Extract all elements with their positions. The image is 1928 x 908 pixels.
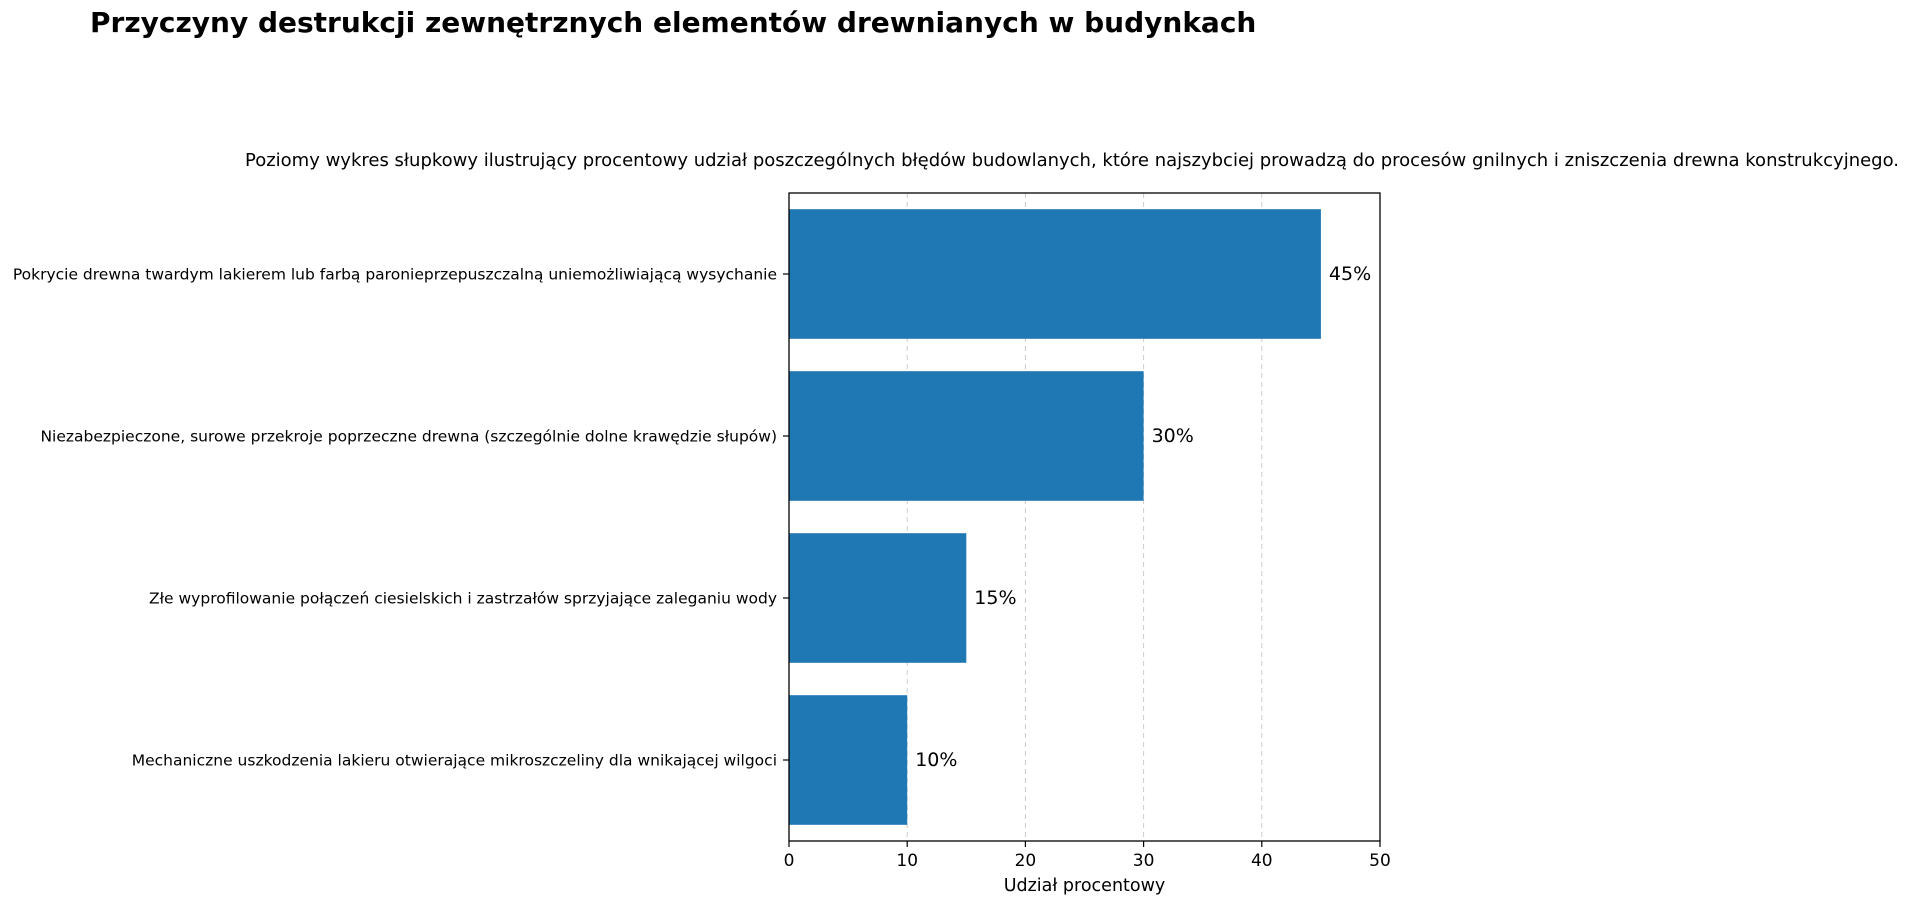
x-tick-label-0: 0 bbox=[784, 851, 795, 871]
bar-value-label-2: 30% bbox=[1152, 425, 1194, 447]
category-label-4: Mechaniczne uszkodzenia lakieru otwieraj… bbox=[132, 752, 777, 770]
category-label-2: Niezabezpieczone, surowe przekroje poprz… bbox=[40, 428, 777, 446]
chart-title: Przyczyny destrukcji zewnętrznych elemen… bbox=[90, 6, 1256, 39]
bar-1 bbox=[789, 209, 1321, 339]
x-tick-label-30: 30 bbox=[1133, 851, 1155, 871]
x-axis-ticks: 0 10 20 30 40 50 bbox=[784, 841, 1391, 871]
bar-value-label-4: 10% bbox=[915, 749, 957, 771]
bar-value-label-1: 45% bbox=[1329, 263, 1371, 285]
chart-subtitle: Poziomy wykres słupkowy ilustrujący proc… bbox=[245, 150, 1899, 171]
category-label-3: Złe wyprofilowanie połączeń ciesielskich… bbox=[149, 590, 777, 608]
x-tick-label-10: 10 bbox=[896, 851, 918, 871]
x-tick-label-20: 20 bbox=[1015, 851, 1037, 871]
x-tick-label-50: 50 bbox=[1369, 851, 1391, 871]
bar-value-labels: 45% 30% 15% 10% bbox=[915, 263, 1371, 771]
category-label-1: Pokrycie drewna twardym lakierem lub far… bbox=[13, 266, 777, 284]
x-tick-label-40: 40 bbox=[1251, 851, 1273, 871]
x-axis-label: Udział procentowy bbox=[1004, 876, 1166, 896]
bar-4 bbox=[789, 695, 908, 825]
bar-value-label-3: 15% bbox=[974, 587, 1016, 609]
plot-frame bbox=[788, 192, 1381, 842]
bar-3 bbox=[789, 533, 967, 663]
bar-2 bbox=[789, 371, 1144, 501]
bars bbox=[789, 209, 1321, 825]
category-labels: Pokrycie drewna twardym lakierem lub far… bbox=[13, 266, 789, 770]
